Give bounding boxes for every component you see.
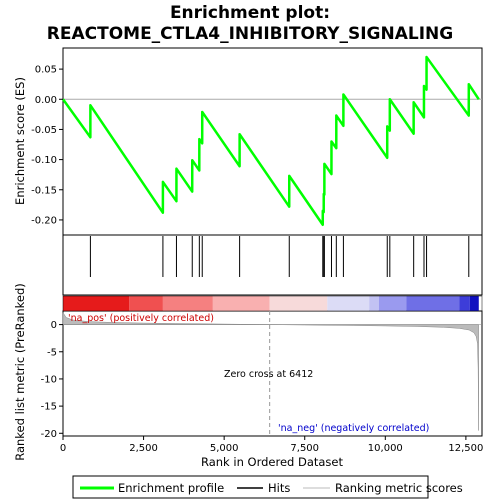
legend-hits-label: Hits	[268, 481, 290, 495]
x-tick-label: 7,500	[290, 443, 319, 454]
metric-tick-label: -15	[41, 402, 57, 413]
hits-group	[89, 236, 470, 277]
es-tick-label: 0.05	[35, 65, 57, 76]
chart-title-line1: Enrichment plot:	[170, 3, 330, 23]
heatmap-frame	[62, 295, 483, 312]
axes-group: 0.05 0.00 -0.05 -0.10 -0.15 -0.20 0 -5 -10 -15 -20…	[31, 65, 483, 454]
es-tick-label: -0.10	[31, 155, 57, 166]
heatmap-segment	[469, 296, 479, 311]
metric-tick-label: 0	[51, 320, 57, 331]
legend-metric-label: Ranking metric scores	[335, 481, 463, 495]
heatmap-segment	[212, 296, 270, 311]
heatmap-bar	[62, 295, 483, 312]
metric-tick-label: -20	[41, 429, 57, 440]
heatmap-segment	[369, 296, 379, 311]
legend: Enrichment profile Hits Ranking metric s…	[72, 475, 463, 499]
zero-cross-label: Zero cross at 6412	[224, 369, 313, 380]
heatmap-segment	[129, 296, 163, 311]
metric-group	[62, 311, 482, 436]
heatmap-segment	[162, 296, 213, 311]
es-tick-label: -0.20	[31, 215, 57, 226]
heatmap-segment	[327, 296, 370, 311]
es-curve-group	[61, 55, 480, 226]
metric-tick-label: -10	[41, 374, 57, 385]
neg-label: 'na_neg' (negatively correlated)	[278, 423, 429, 434]
hits-panel	[62, 234, 483, 296]
legend-box	[72, 475, 429, 499]
heatmap-segment	[269, 296, 328, 311]
x-tick-label: 0	[60, 443, 66, 454]
x-axis-label: Rank in Ordered Dataset	[201, 455, 344, 469]
heatmap-segment	[63, 296, 130, 311]
heatmap-segment	[378, 296, 407, 311]
chart-title-line2: REACTOME_CTLA4_INHIBITORY_SIGNALING	[47, 24, 453, 44]
metric-panel	[62, 310, 483, 437]
metric-ylabel: Ranked list metric (PreRanked)	[13, 283, 27, 461]
es-panel	[62, 47, 483, 236]
heatmap-segment	[459, 296, 470, 311]
pos-label: 'na_pos' (positively correlated)	[68, 313, 214, 324]
x-tick-label: 2,500	[129, 443, 158, 454]
es-ylabel: Enrichment score (ES)	[13, 77, 27, 205]
metric-tick-label: -5	[47, 347, 57, 358]
x-tick-label: 5,000	[210, 443, 239, 454]
es-tick-label: 0.00	[35, 95, 57, 106]
es-tick-label: -0.15	[31, 185, 57, 196]
x-tick-label: 12,500	[448, 443, 483, 454]
es-curve	[61, 55, 480, 226]
es-tick-label: -0.05	[31, 125, 57, 136]
legend-es-label: Enrichment profile	[118, 481, 224, 495]
x-tick-label: 10,000	[368, 443, 403, 454]
heatmap-segment	[406, 296, 460, 311]
